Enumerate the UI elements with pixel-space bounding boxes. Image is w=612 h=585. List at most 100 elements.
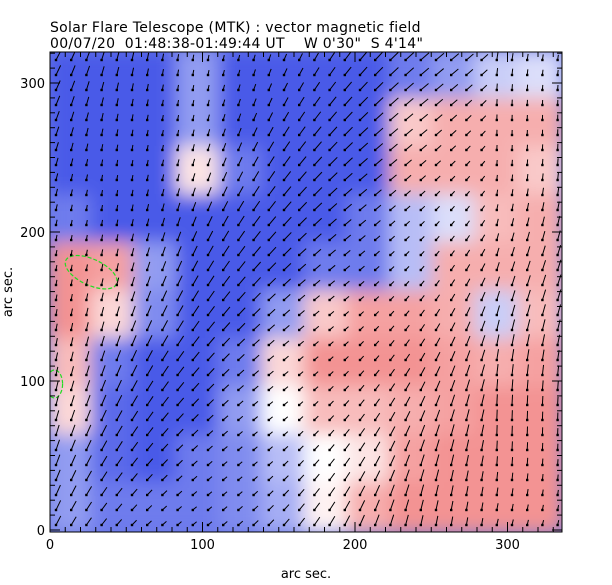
- vector-base: [419, 73, 422, 77]
- vector-base: [70, 463, 73, 467]
- vector-base: [298, 313, 301, 317]
- vector-base: [130, 268, 134, 272]
- vector-arrow: [161, 335, 169, 346]
- chart-title: Solar Flare Telescope (MTK) : vector mag…: [50, 20, 421, 36]
- vector-base: [100, 253, 103, 257]
- vector-arrow: [237, 215, 245, 226]
- vector-base: [374, 208, 377, 212]
- vector-base: [161, 88, 164, 92]
- vector-base: [176, 448, 179, 452]
- y-tick-label: 0: [37, 524, 45, 539]
- vector-base: [495, 88, 498, 92]
- vector-base: [313, 508, 316, 512]
- vector-base: [237, 208, 240, 212]
- vector-base: [100, 283, 103, 287]
- vector-base: [541, 328, 544, 332]
- vector-arrow: [344, 96, 353, 106]
- vector-arrow: [481, 486, 484, 496]
- vector-arrow: [374, 52, 383, 61]
- vector-base: [510, 253, 514, 257]
- vector-arrow: [116, 277, 120, 286]
- vector-arrow: [374, 66, 384, 76]
- vector-arrow: [511, 457, 514, 466]
- vector-base: [100, 178, 103, 182]
- vector-base: [252, 493, 255, 497]
- vector-base: [465, 478, 468, 482]
- vector-base: [526, 253, 529, 257]
- vector-arrow: [253, 156, 259, 166]
- vector-base: [298, 193, 301, 197]
- vector-base: [267, 448, 270, 452]
- vector-base: [541, 523, 544, 527]
- vector-base: [161, 298, 164, 302]
- vector-base: [313, 73, 316, 77]
- vector-base: [115, 328, 118, 332]
- vector-arrow: [465, 486, 469, 496]
- vector-base: [161, 208, 164, 212]
- vector-base: [115, 358, 118, 362]
- vector-arrow: [70, 454, 77, 466]
- heatmap-cell: [261, 338, 308, 390]
- vector-base: [191, 523, 194, 527]
- vector-base: [176, 493, 179, 497]
- vector-base: [343, 268, 346, 272]
- vector-base: [100, 328, 103, 332]
- vector-base: [54, 223, 58, 227]
- vector-base: [115, 418, 118, 422]
- vector-base: [206, 478, 210, 482]
- heatmap-cell: [176, 386, 223, 438]
- vector-arrow: [389, 514, 395, 526]
- vector-base: [298, 268, 301, 272]
- vector-base: [100, 133, 103, 137]
- vector-base: [54, 418, 58, 422]
- vector-base: [404, 448, 407, 452]
- vector-base: [298, 403, 301, 407]
- vector-base: [237, 223, 240, 227]
- vector-base: [237, 463, 240, 467]
- vector-arrow: [146, 427, 154, 436]
- vector-arrow: [344, 81, 353, 91]
- vector-base: [146, 283, 149, 287]
- vector-arrow: [146, 290, 152, 301]
- vector-arrow: [359, 142, 369, 151]
- vector-arrow: [55, 439, 60, 451]
- vector-base: [343, 448, 346, 452]
- vector-arrow: [85, 350, 90, 361]
- vector-arrow: [70, 500, 77, 511]
- vector-base: [130, 298, 134, 302]
- vector-base: [343, 373, 346, 377]
- vector-base: [176, 283, 179, 287]
- vector-arrow: [146, 411, 154, 421]
- vector-base: [298, 388, 301, 392]
- vector-base: [434, 463, 438, 467]
- vector-arrow: [55, 484, 61, 496]
- vector-base: [115, 403, 118, 407]
- vector-base: [374, 478, 377, 482]
- vector-base: [450, 58, 453, 62]
- vector-base: [389, 328, 392, 332]
- vector-base: [343, 403, 346, 407]
- vector-base: [115, 283, 118, 287]
- vector-base: [556, 403, 559, 407]
- vector-base: [434, 73, 438, 77]
- vector-base: [313, 298, 316, 302]
- vector-base: [480, 523, 483, 527]
- vector-base: [313, 253, 316, 257]
- vector-base: [146, 178, 149, 182]
- vector-base: [252, 418, 255, 422]
- vector-arrow: [374, 97, 384, 106]
- vector-arrow: [70, 111, 75, 121]
- heatmap-cell: [176, 482, 223, 532]
- vector-base: [510, 268, 514, 272]
- vector-arrow: [314, 202, 323, 211]
- vector-base: [222, 88, 225, 92]
- vector-base: [480, 103, 483, 107]
- vector-base: [480, 283, 483, 287]
- vector-arrow: [146, 305, 152, 316]
- vector-arrow: [359, 500, 366, 511]
- vector-base: [374, 88, 377, 92]
- vector-base: [267, 193, 270, 197]
- vector-base: [161, 508, 164, 512]
- vector-arrow: [101, 455, 108, 466]
- vector-base: [100, 493, 103, 497]
